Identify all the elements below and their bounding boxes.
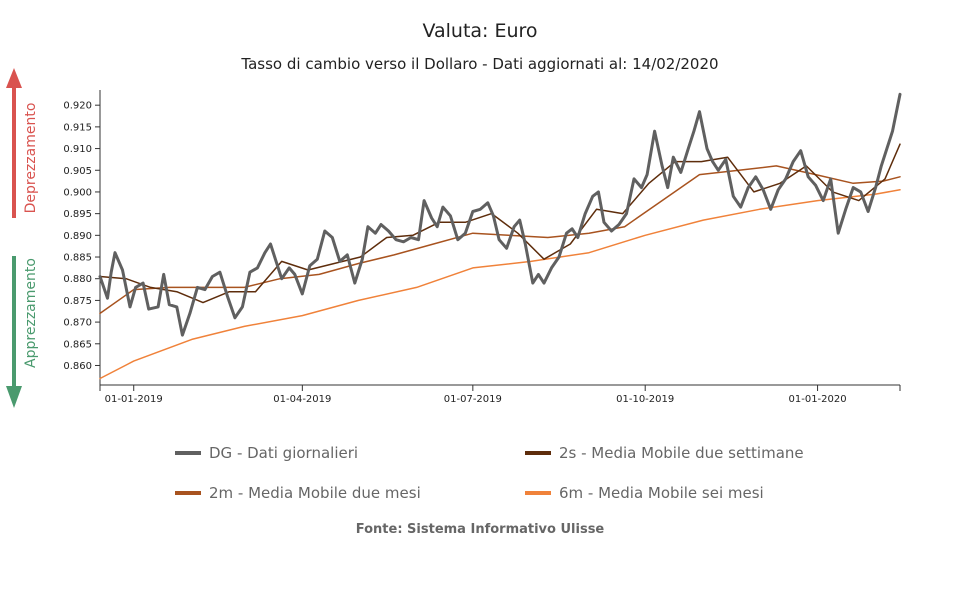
y-tick-label: 0.865 [63,339,92,350]
x-tick-label: 01-01-2019 [105,394,163,405]
legend-swatch-2s [525,451,551,455]
up-arrow-icon [6,68,22,218]
legend-label-2m: 2m - Media Mobile due mesi [209,484,421,502]
x-tick-label: 01-07-2019 [444,394,502,405]
y-tick-label: 0.895 [63,209,92,220]
chart-title: Valuta: Euro [422,20,538,42]
series-line-6m [99,189,901,380]
legend-item-2s[interactable]: 2s - Media Mobile due settimane [525,444,804,462]
y-tick-label: 0.870 [63,318,92,329]
legend-swatch-2m [175,491,201,495]
axes: 0.860 0.865 0.870 0.875 0.880 0.885 0.890 0.895… [63,90,901,405]
x-tick-label: 01-01-2020 [789,394,847,405]
legend-label-6m: 6m - Media Mobile sei mesi [559,484,764,502]
y-tick-label: 0.900 [63,187,92,198]
y-tick-label: 0.890 [63,231,92,242]
y-tick-label: 0.910 [63,144,92,155]
source-note: Fonte: Sistema Informativo Ulisse [355,522,605,537]
x-tick-label: 01-04-2019 [273,394,331,405]
series-line-2s [99,143,901,304]
y-tick-label: 0.875 [63,296,92,307]
series-line-daily [98,92,902,337]
trend-arrows [6,68,22,408]
y-tick-label: 0.880 [63,274,92,285]
y-tick-label: 0.920 [63,101,92,112]
legend: DG - Dati giornalieri 2s - Media Mobile … [175,440,855,510]
y-tick-label: 0.860 [63,361,92,372]
legend-swatch-daily [175,451,201,455]
legend-item-6m[interactable]: 6m - Media Mobile sei mesi [525,484,764,502]
legend-item-2m[interactable]: 2m - Media Mobile due mesi [175,484,421,502]
legend-swatch-6m [525,491,551,495]
down-arrow-icon [6,256,22,408]
legend-item-daily[interactable]: DG - Dati giornalieri [175,444,358,462]
x-tick-label: 01-10-2019 [616,394,674,405]
legend-label-daily: DG - Dati giornalieri [209,444,359,462]
y-tick-label: 0.915 [63,122,92,133]
legend-label-2s: 2s - Media Mobile due settimane [559,444,804,462]
y-tick-label: 0.885 [63,253,92,264]
exchange-rate-chart: 0.860 0.865 0.870 0.875 0.880 0.885 0.890 0.895… [63,90,902,405]
y-tick-label: 0.905 [63,166,92,177]
series-layer [98,92,902,380]
chart-subtitle: Tasso di cambio verso il Dollaro - Dati … [241,55,719,73]
